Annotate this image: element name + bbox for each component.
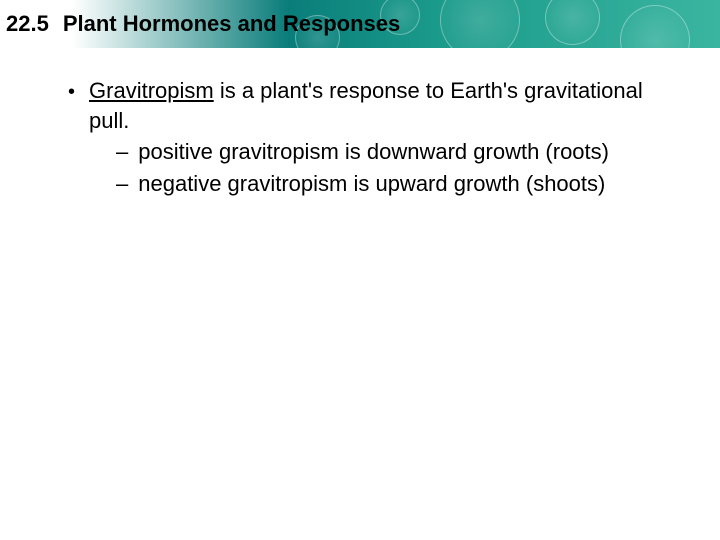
decorative-circle — [545, 0, 600, 45]
sub-bullet-item: – positive gravitropism is downward grow… — [116, 137, 680, 167]
bullet-text: Gravitropism is a plant's response to Ea… — [89, 76, 680, 135]
section-number: 22.5 — [6, 11, 49, 37]
sub-bullet-text: positive gravitropism is downward growth… — [138, 137, 609, 167]
sub-bullet-text: negative gravitropism is upward growth (… — [138, 169, 605, 199]
bullet-marker: • — [68, 78, 75, 106]
decorative-circle — [440, 0, 520, 48]
sub-bullet-item: – negative gravitropism is upward growth… — [116, 169, 680, 199]
slide-header: 22.5 Plant Hormones and Responses — [0, 0, 720, 48]
decorative-circle — [620, 5, 690, 48]
slide-content: • Gravitropism is a plant's response to … — [0, 48, 720, 199]
bullet-item: • Gravitropism is a plant's response to … — [68, 76, 680, 135]
dash-marker: – — [116, 137, 128, 167]
term-underlined: Gravitropism — [89, 78, 214, 103]
dash-marker: – — [116, 169, 128, 199]
section-title: Plant Hormones and Responses — [63, 11, 400, 37]
header-text-container: 22.5 Plant Hormones and Responses — [0, 11, 400, 37]
